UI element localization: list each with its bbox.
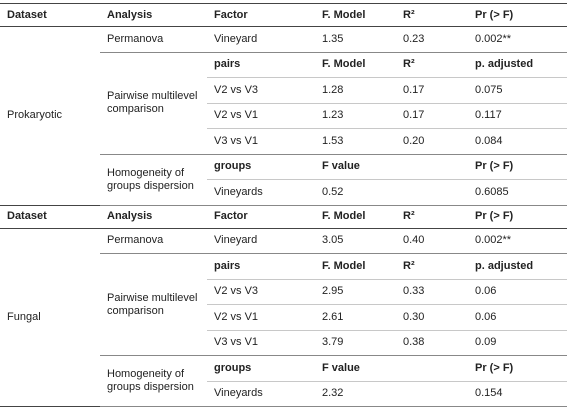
analysis-cell: Homogeneity of groups dispersion [100, 154, 207, 206]
column-header: R² [396, 3, 468, 27]
column-header: Dataset [0, 204, 100, 229]
column-header: R² [396, 204, 468, 229]
subheader-cell: groups [207, 355, 315, 382]
analysis-cell: Pairwise multilevel comparison [100, 253, 207, 356]
column-header: Analysis [100, 204, 207, 229]
data-cell: 0.17 [396, 77, 468, 104]
data-cell: 0.002** [468, 228, 567, 254]
data-row: Prokaryotic Permanova Vineyard 1.35 0.23 0.00… [0, 26, 567, 206]
data-cell: 0.20 [396, 128, 468, 155]
data-cell: 1.23 [315, 103, 396, 129]
column-header: F. Model [315, 3, 396, 27]
subheader-cell: pairs [207, 52, 315, 78]
data-cell: 3.79 [315, 330, 396, 356]
subheader-cell: pairs [207, 253, 315, 280]
dataset-cell: Prokaryotic [0, 26, 100, 206]
data-cell: 0.33 [396, 279, 468, 305]
data-cell: V2 vs V1 [207, 103, 315, 129]
data-cell: 1.53 [315, 128, 396, 155]
data-cell: 0.6085 [468, 179, 567, 206]
header-row: Dataset Analysis Factor F. Model R² Pr (> F) [0, 204, 567, 229]
subheader-cell: F value [315, 154, 396, 180]
column-header: Factor [207, 3, 315, 27]
data-cell: 0.40 [396, 228, 468, 254]
column-header: Pr (> F) [468, 204, 567, 229]
subheader-cell: R² [396, 253, 468, 280]
dataset-cell: Fungal [0, 228, 100, 407]
subheader-row: Pairwise multilevel comparison pairs F. Mo… [0, 52, 567, 155]
data-cell: 0.06 [468, 304, 567, 331]
data-cell [396, 179, 468, 206]
subheader-cell [396, 355, 468, 382]
data-cell: 0.38 [396, 330, 468, 356]
data-cell: V3 vs V1 [207, 330, 315, 356]
data-cell: 3.05 [315, 228, 396, 254]
page: Dataset Analysis Factor F. Model R² Pr (> F) P… [0, 3, 567, 413]
data-cell: 2.61 [315, 304, 396, 331]
subheader-cell: F value [315, 355, 396, 382]
data-cell: 0.002** [468, 26, 567, 53]
subheader-row: Homogeneity of groups dispersion groups F … [0, 154, 567, 206]
column-header: Analysis [100, 3, 207, 27]
subheader-cell [396, 154, 468, 180]
data-cell: Vineyards [207, 381, 315, 407]
data-cell: 0.30 [396, 304, 468, 331]
subheader-row: Pairwise multilevel comparison pairs F. Mo… [0, 253, 567, 356]
data-cell: 0.17 [396, 103, 468, 129]
subheader-cell: R² [396, 52, 468, 78]
data-row: V2 vs V3 2.95 0.33 0.06 [0, 279, 567, 305]
data-cell: 1.28 [315, 77, 396, 104]
data-row: V3 vs V1 3.79 0.38 0.09 [0, 330, 567, 356]
data-cell: 0.154 [468, 381, 567, 407]
data-row: Vineyards 2.32 0.154 [0, 381, 567, 407]
analysis-cell: Permanova [100, 228, 207, 254]
analysis-cell: Permanova [100, 26, 207, 53]
data-cell: 0.06 [468, 279, 567, 305]
column-header: Pr (> F) [468, 3, 567, 27]
data-row: V2 vs V1 1.23 0.17 0.117 [0, 103, 567, 129]
data-cell [396, 381, 468, 407]
data-cell: V2 vs V3 [207, 77, 315, 104]
data-cell: 2.32 [315, 381, 396, 407]
data-cell: 2.95 [315, 279, 396, 305]
data-cell: 0.084 [468, 128, 567, 155]
data-cell: 0.23 [396, 26, 468, 53]
subheader-row: Homogeneity of groups dispersion groups F … [0, 355, 567, 407]
data-cell: V3 vs V1 [207, 128, 315, 155]
analysis-cell: Pairwise multilevel comparison [100, 52, 207, 155]
data-cell: 0.52 [315, 179, 396, 206]
data-row: V2 vs V1 2.61 0.30 0.06 [0, 304, 567, 331]
subheader-cell: p. adjusted [468, 52, 567, 78]
data-cell: V2 vs V1 [207, 304, 315, 331]
data-cell: 0.117 [468, 103, 567, 129]
data-row: Fungal Permanova Vineyard 3.05 0.40 0.002** [0, 228, 567, 407]
data-cell: Vineyards [207, 179, 315, 206]
subheader-cell: p. adjusted [468, 253, 567, 280]
data-cell: V2 vs V3 [207, 279, 315, 305]
column-header: F. Model [315, 204, 396, 229]
data-cell: Vineyard [207, 228, 315, 254]
subheader-cell: Pr (> F) [468, 154, 567, 180]
subheader-cell: Pr (> F) [468, 355, 567, 382]
header-row: Dataset Analysis Factor F. Model R² Pr (> F) [0, 3, 567, 27]
subheader-cell: F. Model [315, 52, 396, 78]
column-header: Factor [207, 204, 315, 229]
results-table: Dataset Analysis Factor F. Model R² Pr (> F) P… [0, 3, 567, 407]
table-body: Dataset Analysis Factor F. Model R² Pr (> F) P… [0, 3, 567, 407]
data-row: Vineyards 0.52 0.6085 [0, 179, 567, 206]
analysis-cell: Homogeneity of groups dispersion [100, 355, 207, 407]
data-cell: 0.09 [468, 330, 567, 356]
data-cell: 1.35 [315, 26, 396, 53]
subheader-cell: groups [207, 154, 315, 180]
data-row: V3 vs V1 1.53 0.20 0.084 [0, 128, 567, 155]
data-cell: 0.075 [468, 77, 567, 104]
column-header: Dataset [0, 3, 100, 27]
data-row: V2 vs V3 1.28 0.17 0.075 [0, 77, 567, 104]
data-cell: Vineyard [207, 26, 315, 53]
subheader-cell: F. Model [315, 253, 396, 280]
